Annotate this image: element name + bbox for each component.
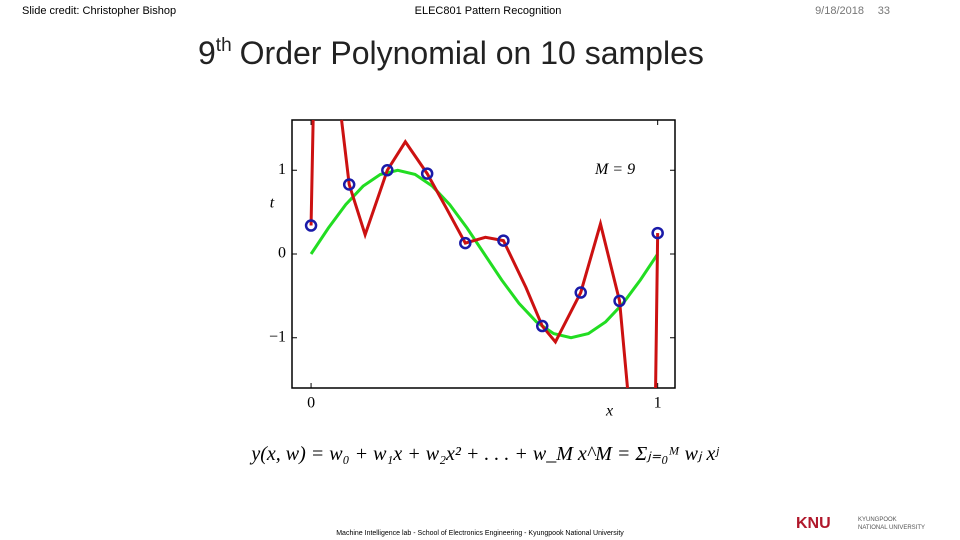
title-superscript: th — [216, 35, 232, 56]
credit: Slide credit: Christopher Bishop — [22, 5, 176, 17]
sample-point — [535, 319, 549, 333]
date: 9/18/2018 — [815, 5, 864, 17]
sample-point — [381, 164, 394, 177]
formula: y(x, w) = w₀ + w₁x + w₂x² + . . . + w_M … — [249, 443, 719, 465]
y-tick-label: 1 — [278, 161, 286, 178]
slide-title: 9th Order Polynomial on 10 samples — [198, 35, 704, 71]
logo-line1: KYUNGPOOK — [858, 517, 897, 523]
sample-point — [342, 178, 356, 191]
y-axis-label: t — [270, 194, 275, 211]
course: ELEC801 Pattern Recognition — [415, 5, 562, 17]
x-axis-label: x — [605, 403, 613, 420]
y-tick-label: −1 — [269, 328, 286, 345]
title-rest: Order Polynomial on 10 samples — [240, 35, 704, 71]
sample-point — [459, 236, 472, 250]
sample-point — [613, 294, 626, 308]
annotation: M = 9 — [594, 161, 635, 178]
title-number: 9 — [198, 35, 216, 71]
y-tick-label: 0 — [278, 245, 286, 262]
footer: Machine Intelligence lab - School of Ele… — [336, 530, 624, 537]
sample-point — [574, 286, 587, 299]
logo-mark: KNU — [796, 515, 831, 532]
x-tick-label: 1 — [654, 395, 662, 412]
logo-line2: NATIONAL UNIVERSITY — [858, 525, 925, 531]
sample-point — [651, 226, 664, 240]
series-line — [309, 168, 659, 340]
series-line — [309, 119, 660, 389]
plot: −1 0 1 0 1 x t M = 9 — [269, 119, 675, 420]
sample-point — [420, 167, 434, 180]
x-tick-label: 0 — [307, 395, 315, 412]
page-number: 33 — [878, 5, 890, 17]
sample-point — [304, 219, 318, 232]
sample-point — [497, 234, 510, 247]
